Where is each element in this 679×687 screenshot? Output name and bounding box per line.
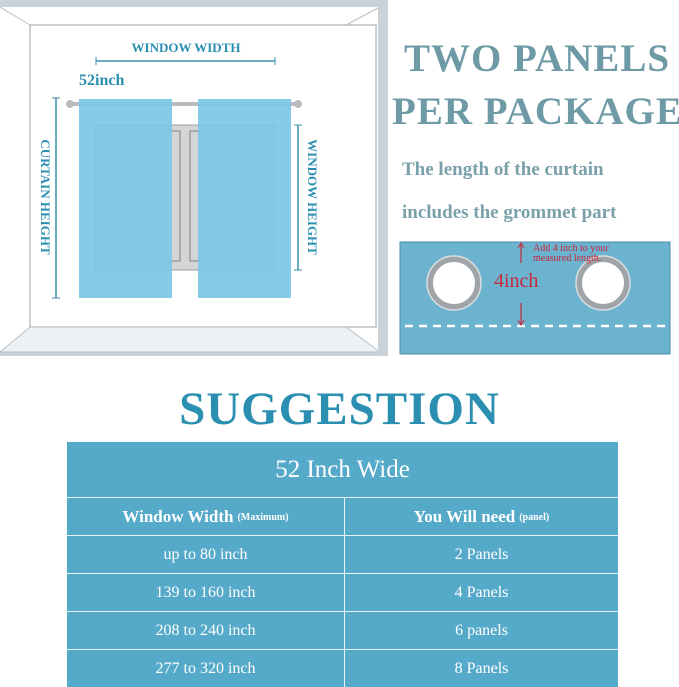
window-width-label: WINDOW WIDTH (131, 40, 241, 55)
instruction-line2: measured length. (533, 253, 602, 264)
note-line1: The length of the curtain (402, 159, 604, 180)
cell-panels: 8 Panels (454, 660, 509, 677)
table-row: up to 80 inch 2 Panels (67, 535, 618, 574)
grommet-measure: 4inch (494, 270, 539, 292)
header-label: You Will need (413, 507, 516, 526)
instruction-line1: Add 4 inch to your (533, 243, 609, 254)
suggestion-title: SUGGESTION (179, 383, 500, 435)
header-note: (panel) (519, 511, 550, 523)
grommet-ring-right (576, 256, 630, 310)
table-row: 208 to 240 inch 6 panels (67, 611, 618, 650)
window-height-label: WINDOW HEIGHT (305, 139, 320, 255)
grommet-detail (399, 241, 671, 355)
headline-line1: TWO PANELS (403, 37, 671, 80)
table-header-row: Window Width (Maximum) You Will need (pane… (67, 497, 618, 536)
grommet-ring-left (427, 256, 481, 310)
curtain-width-label: 52inch (79, 72, 125, 89)
curtain-panel-left (79, 99, 172, 298)
cell-panels: 6 panels (455, 622, 508, 639)
cell-panels: 4 Panels (454, 584, 509, 601)
table-title: 52 Inch Wide (275, 455, 410, 483)
table-row: 139 to 160 inch 4 Panels (67, 573, 618, 612)
header-window-width: Window Width (Maximum) (67, 498, 345, 536)
curtain-panel-right (198, 99, 291, 298)
table-row: 277 to 320 inch 8 Panels (67, 649, 618, 687)
cell-window-width: up to 80 inch (67, 536, 345, 574)
grommet-instruction: Add 4 inch to your measured length. (533, 244, 609, 264)
header-you-will-need: You Will need (panel) (345, 498, 618, 536)
cell-window-width: 208 to 240 inch (67, 612, 345, 650)
cell-window-width: 139 to 160 inch (67, 574, 345, 612)
note-line2: includes the grommet part (402, 202, 617, 223)
curtain-height-label: CURTAIN HEIGHT (38, 139, 53, 255)
suggestion-table: 52 Inch Wide Window Width (Maximum) You W… (67, 442, 618, 687)
headline-line2: PER PACKAGE (392, 90, 679, 133)
cell-panels: 2 Panels (454, 546, 509, 563)
cell-window-width: 277 to 320 inch (67, 650, 345, 687)
room-diagram (0, 0, 388, 356)
header-label: Window Width (122, 507, 234, 526)
header-note: (Maximum) (237, 511, 289, 523)
